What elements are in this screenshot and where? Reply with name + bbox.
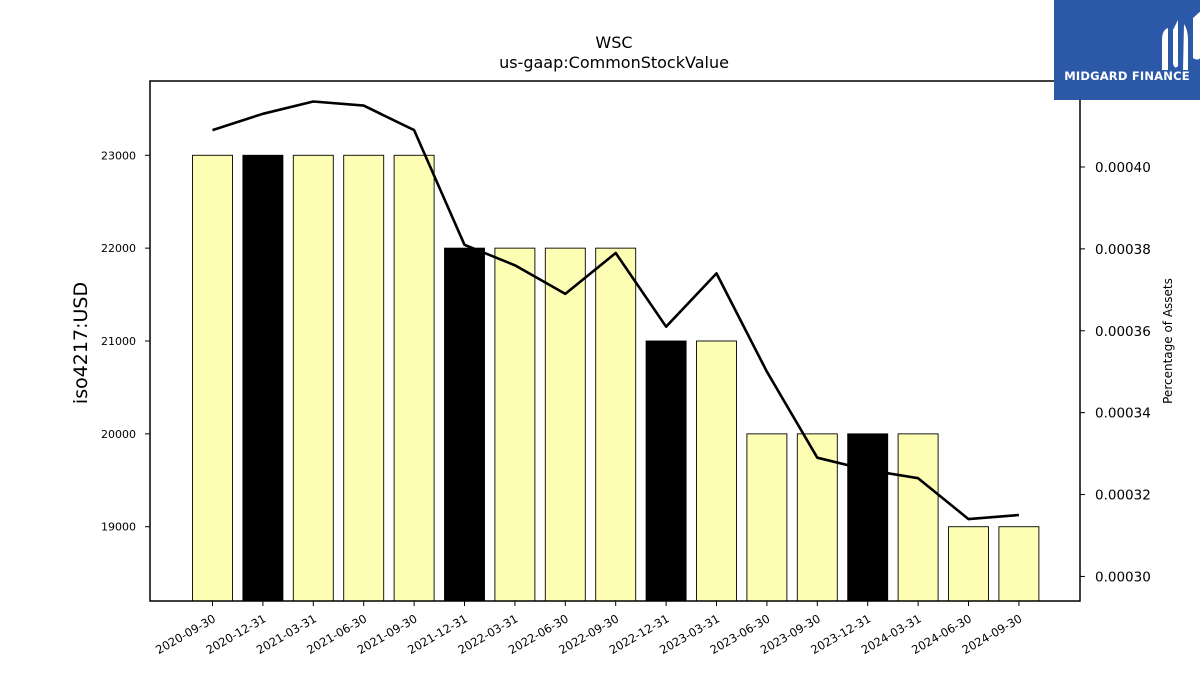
bar-2021-09-30 (393, 154, 435, 602)
y2-tick-label: 0.00038 (1095, 242, 1151, 258)
chart-subtitle: us-gaap:CommonStockValue (499, 53, 729, 72)
bar-2024-06-30 (948, 526, 989, 602)
bar-2023-12-31 (847, 433, 889, 602)
y2-tick-label: 0.00032 (1095, 488, 1151, 504)
bar-2021-12-31 (444, 247, 485, 602)
y2-axis-label: Percentage of Assets (1161, 278, 1175, 404)
y-tick-label: 22000 (101, 242, 136, 255)
bar-2024-03-31 (897, 433, 939, 602)
bar-2020-12-31 (242, 154, 284, 602)
y-tick-label: 20000 (101, 428, 136, 441)
bars (192, 154, 1040, 602)
midgard-logo-mark-icon (1162, 11, 1200, 70)
chart-title: WSC (595, 33, 632, 52)
asset-percentage-line (212, 100, 1020, 521)
bar-2021-06-30 (343, 154, 385, 602)
bar-2023-06-30 (746, 433, 788, 602)
bar-2022-06-30 (544, 247, 586, 602)
bar-2020-09-30 (192, 154, 233, 602)
y-tick-label: 23000 (101, 149, 136, 162)
logo-text: MIDGARD FINANCE (1064, 69, 1190, 83)
y-tick-label: 19000 (101, 521, 136, 534)
y-tick-label: 21000 (101, 335, 136, 348)
y2-axis: 0.00030 0.00032 0.00034 0.00036 0.00038 0.000… (1080, 160, 1151, 585)
bar-2023-03-31 (696, 340, 737, 602)
y2-tick-label: 0.00034 (1095, 406, 1151, 422)
bar-2022-09-30 (595, 247, 637, 602)
y-axis: 19000 20000 21000 22000 23000 (101, 149, 150, 534)
bar-2022-12-31 (645, 340, 687, 602)
bar-2024-09-30 (998, 526, 1040, 602)
bar-2022-03-31 (494, 247, 536, 602)
y2-tick-label: 0.00030 (1095, 569, 1151, 585)
midgard-finance-logo: MIDGARD FINANCE (1054, 0, 1200, 100)
x-axis: 2020-09-302020-12-312021-03-312021-06-30… (153, 601, 1024, 657)
bar-2021-03-31 (292, 154, 334, 602)
asset-percentage-line-layer (212, 100, 1020, 521)
y-axis-label: iso4217:USD (70, 282, 92, 404)
y2-tick-label: 0.00040 (1095, 160, 1151, 176)
y2-tick-label: 0.00036 (1095, 324, 1151, 340)
